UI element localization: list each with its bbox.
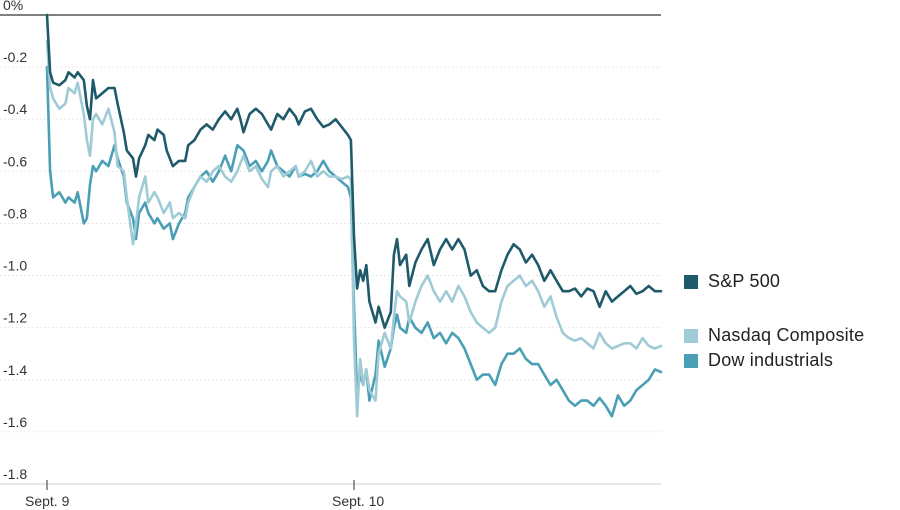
legend-label-dow: Dow industrials — [708, 350, 834, 370]
y-tick-label: -1.4 — [3, 362, 27, 378]
y-tick-label: -1.2 — [3, 310, 27, 326]
series-line-sp500 — [45, 13, 663, 329]
y-tick-label: 0% — [3, 0, 23, 13]
y-axis-ticks: 0% -0.2 -0.4 -0.6 -0.8 -1.0 -1.2 -1.4 -1.6 -1.8 — [3, 0, 27, 482]
legend-swatch-dow — [684, 353, 698, 368]
gridlines — [0, 14, 661, 485]
y-tick-label: -0.8 — [3, 205, 27, 221]
legend-swatch-sp500 — [684, 274, 698, 289]
legend-item-nasdaq: Nasdaq Composite — [684, 325, 864, 346]
legend-item-dow: Dow industrials — [684, 350, 833, 371]
y-tick-label: -1.0 — [3, 258, 27, 274]
series-line-nasdaq — [45, 39, 663, 418]
legend-label-nasdaq: Nasdaq Composite — [708, 325, 865, 345]
y-tick-label: -1.8 — [3, 466, 27, 482]
x-axis-ticks: Sept. 9 Sept. 10 — [25, 480, 384, 509]
legend-swatch-nasdaq — [684, 328, 698, 343]
x-tick-label: Sept. 9 — [25, 493, 70, 509]
y-tick-label: -0.2 — [3, 49, 27, 65]
series-line-dow — [45, 65, 663, 418]
y-tick-label: -1.6 — [3, 414, 27, 430]
y-tick-label: -0.4 — [3, 101, 27, 117]
legend-label-sp500: S&P 500 — [708, 271, 781, 291]
x-tick-label: Sept. 10 — [332, 493, 384, 509]
legend-item-sp500: S&P 500 — [684, 271, 780, 292]
series-lines — [45, 13, 663, 418]
y-tick-label: -0.6 — [3, 153, 27, 169]
